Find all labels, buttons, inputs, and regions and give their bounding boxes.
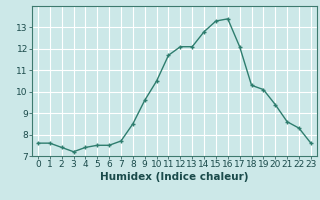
X-axis label: Humidex (Indice chaleur): Humidex (Indice chaleur) <box>100 172 249 182</box>
